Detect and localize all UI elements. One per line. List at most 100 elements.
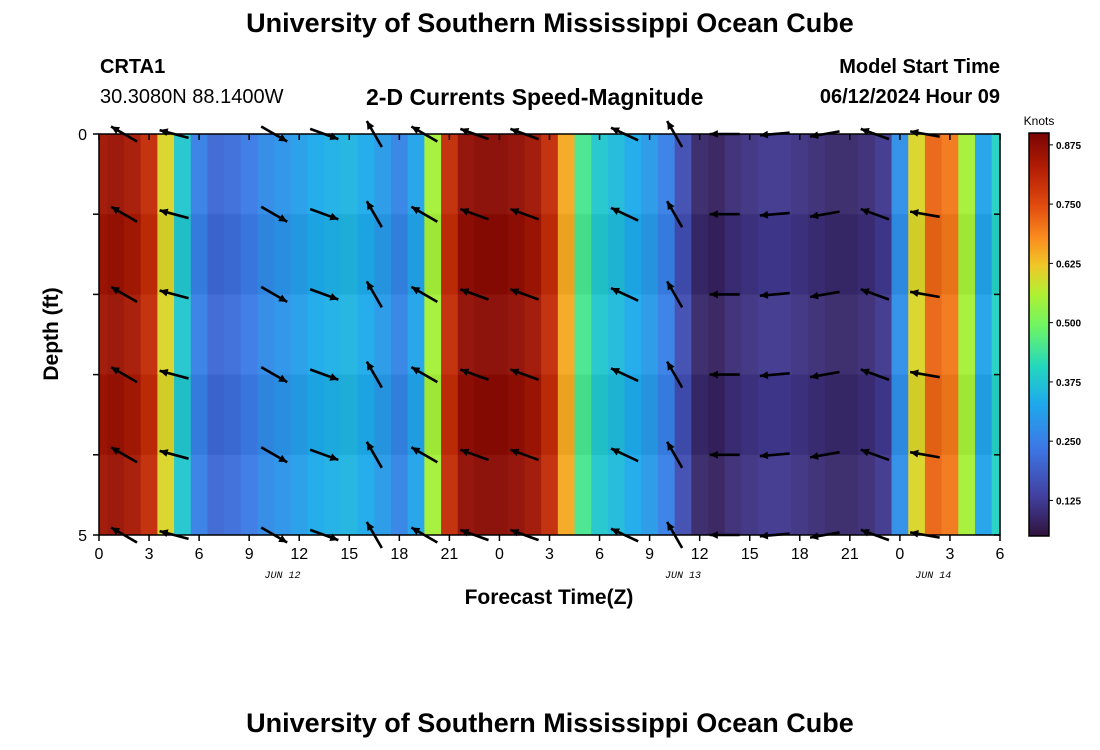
y-tick-label: 0	[78, 127, 87, 144]
heatmap-cell	[974, 134, 993, 535]
heatmap-cell	[741, 134, 759, 535]
current-vector-head	[460, 208, 470, 216]
x-tick-label: 18	[390, 546, 408, 563]
heatmap-cell	[340, 134, 359, 535]
x-tick-label: 3	[145, 546, 154, 563]
heatmap-cell	[174, 134, 192, 535]
current-vector-head	[159, 369, 169, 377]
current-vector-head	[610, 127, 620, 135]
heatmap-cell	[624, 134, 642, 535]
x-tick-label: 3	[545, 546, 554, 563]
current-vector-head	[610, 287, 620, 296]
current-vector-head	[278, 134, 288, 142]
x-tick-label: 12	[290, 546, 308, 563]
current-vector-head	[810, 211, 819, 220]
heatmap-cell	[841, 134, 859, 535]
current-vector-head	[111, 126, 121, 134]
y-axis-label: Depth (ft)	[40, 287, 63, 380]
heatmap-cell	[357, 134, 375, 535]
x-axis-label: Forecast Time(Z)	[465, 586, 634, 609]
model-start-value: 06/12/2024 Hour 09	[819, 86, 1000, 108]
date-label: JUN 12	[265, 571, 301, 582]
current-vector-head	[510, 208, 520, 216]
heatmap-cell	[107, 134, 125, 535]
heatmap-cell	[607, 134, 626, 535]
heatmap-cell	[541, 134, 559, 535]
x-tick-label: 21	[440, 546, 458, 563]
heatmap-cell	[124, 134, 142, 535]
current-vector-head	[460, 288, 470, 296]
heatmap-cell	[858, 134, 876, 535]
current-vector-head	[411, 286, 421, 295]
x-tick-label: 21	[841, 546, 859, 563]
colorbar-tick-label: 0.250	[1056, 437, 1081, 448]
heatmap-cell	[924, 134, 943, 535]
current-vector-head	[278, 214, 288, 222]
colorbar-tick-label: 0.500	[1056, 319, 1081, 330]
current-vector-head	[810, 371, 819, 380]
depth-band	[99, 374, 1000, 455]
colorbar-tick-label: 0.125	[1056, 496, 1081, 507]
heatmap-cell	[441, 134, 459, 535]
x-tick-label: 6	[595, 546, 604, 563]
heatmap-cell	[791, 134, 809, 535]
heatmap-cell	[524, 134, 542, 535]
heatmap-cell	[240, 134, 259, 535]
current-vector-head	[366, 201, 375, 211]
heatmap-cell	[140, 134, 158, 535]
current-vector-head	[667, 121, 675, 130]
current-vector-head	[910, 449, 919, 458]
current-vector-head	[709, 370, 718, 379]
heatmap-cell	[908, 134, 926, 535]
current-vector-head	[667, 361, 675, 371]
heatmap-cell	[991, 134, 1001, 535]
current-vector-head	[411, 447, 421, 455]
current-vector-head	[366, 522, 375, 531]
current-vector-head	[278, 454, 288, 463]
heatmap-cell	[274, 134, 292, 535]
current-vector-head	[510, 448, 520, 457]
current-vector-head	[460, 368, 470, 376]
current-vector-head	[610, 448, 620, 456]
current-vector-head	[366, 441, 375, 451]
current-vector-head	[709, 290, 718, 299]
colorbar-scale	[1028, 132, 1050, 537]
current-vector-head	[111, 286, 121, 295]
heatmap-cell	[891, 134, 909, 535]
current-vector-head	[610, 528, 620, 536]
depth-band	[99, 454, 1000, 535]
current-vector-head	[366, 361, 375, 371]
x-tick-label: 9	[645, 546, 654, 563]
heatmap-cell	[190, 134, 209, 535]
current-vector-head	[667, 281, 675, 291]
current-vector-head	[510, 368, 520, 376]
current-vector-head	[111, 447, 121, 455]
heatmap-cell	[324, 134, 342, 535]
heatmap-cell	[774, 134, 793, 535]
current-vector-head	[278, 294, 288, 302]
depth-bands	[99, 134, 1000, 535]
heatmap-cell	[507, 134, 526, 535]
current-vector-head	[159, 449, 169, 457]
current-vector-head	[759, 451, 769, 460]
heatmap-cell	[207, 134, 225, 535]
heatmap-cell	[257, 134, 275, 535]
current-vector-head	[366, 281, 375, 291]
y-tick-label: 5	[78, 528, 87, 545]
heatmap-cell	[557, 134, 576, 535]
x-tick-label: 3	[945, 546, 954, 563]
heatmap-cell	[758, 134, 776, 535]
colorbar-tick-label: 0.625	[1056, 259, 1081, 270]
current-vector-head	[610, 207, 620, 215]
depth-band	[99, 294, 1000, 375]
current-vector-head	[910, 369, 919, 378]
colorbar-tick-label: 0.875	[1056, 141, 1081, 152]
heatmap-cell	[691, 134, 709, 535]
current-vector-head	[111, 527, 121, 535]
footer-title: University of Southern Mississippi Ocean…	[246, 708, 854, 738]
x-tick-label: 0	[95, 546, 104, 563]
heatmap-cell	[424, 134, 442, 535]
x-tick-label: 12	[691, 546, 709, 563]
heatmap-cell	[641, 134, 659, 535]
current-vector-head	[860, 368, 870, 376]
